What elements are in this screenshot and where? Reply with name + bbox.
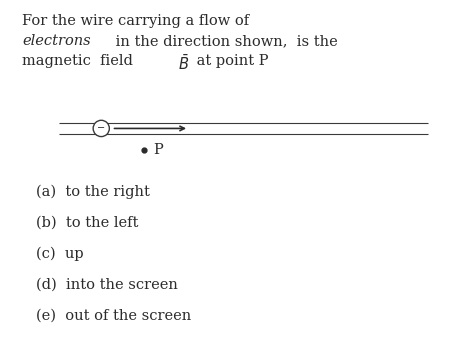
Text: (d)  into the screen: (d) into the screen <box>36 277 178 291</box>
Text: at point P: at point P <box>192 54 268 68</box>
Text: (b)  to the left: (b) to the left <box>36 215 139 229</box>
Text: $\bar{B}$: $\bar{B}$ <box>177 54 189 73</box>
Text: For the wire carrying a flow of: For the wire carrying a flow of <box>22 14 250 27</box>
Text: P: P <box>153 143 163 158</box>
Text: magnetic  field: magnetic field <box>22 54 143 68</box>
Text: (c)  up: (c) up <box>36 246 84 261</box>
Text: (a)  to the right: (a) to the right <box>36 184 150 199</box>
Text: −: − <box>97 123 105 134</box>
Text: (e)  out of the screen: (e) out of the screen <box>36 309 191 322</box>
Ellipse shape <box>93 120 109 137</box>
Text: electrons: electrons <box>22 34 91 48</box>
Text: in the direction shown,  is the: in the direction shown, is the <box>111 34 338 48</box>
